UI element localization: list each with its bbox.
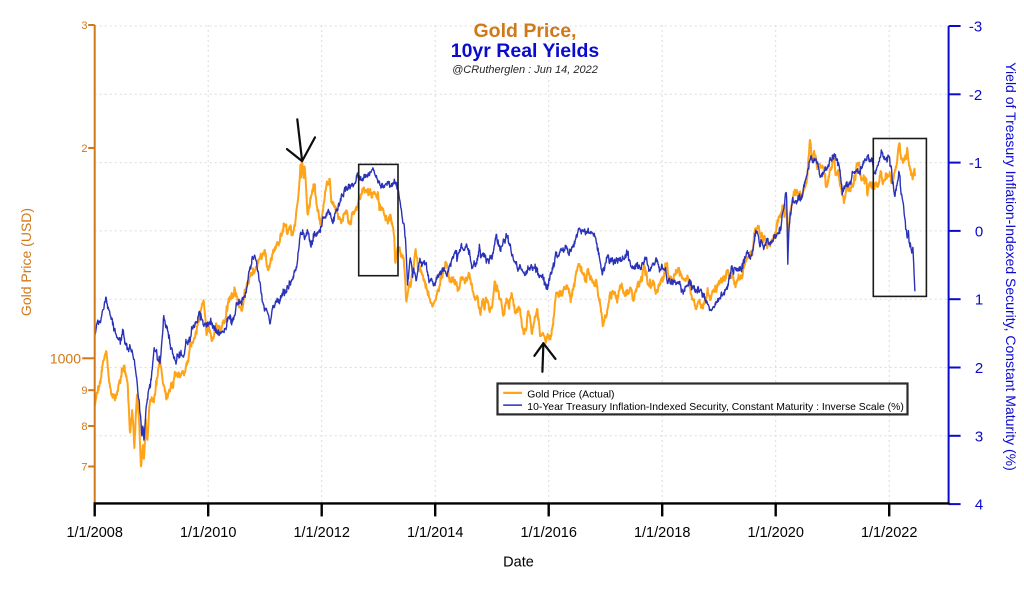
svg-text:2: 2: [81, 143, 87, 155]
svg-text:10yr Real Yields: 10yr Real Yields: [451, 40, 600, 62]
svg-text:1000: 1000: [50, 350, 81, 366]
svg-text:1/1/2014: 1/1/2014: [407, 525, 463, 541]
svg-text:1/1/2010: 1/1/2010: [180, 525, 236, 541]
svg-text:Gold Price (USD): Gold Price (USD): [18, 208, 34, 316]
svg-text:1/1/2008: 1/1/2008: [66, 525, 122, 541]
svg-text:1: 1: [975, 292, 983, 309]
svg-text:-1: -1: [969, 155, 982, 172]
svg-text:-3: -3: [969, 19, 982, 36]
svg-text:2: 2: [975, 360, 983, 377]
svg-text:@CRutherglen : Jun 14, 2022: @CRutherglen : Jun 14, 2022: [452, 64, 598, 76]
svg-text:Date: Date: [503, 555, 534, 571]
svg-text:1/1/2018: 1/1/2018: [634, 525, 690, 541]
svg-text:-2: -2: [969, 87, 982, 104]
svg-text:1/1/2012: 1/1/2012: [293, 525, 349, 541]
svg-text:9: 9: [81, 385, 87, 397]
svg-text:10-Year Treasury Inflation-Ind: 10-Year Treasury Inflation-Indexed Secur…: [527, 402, 904, 413]
svg-text:7: 7: [81, 462, 87, 474]
svg-text:4: 4: [975, 497, 983, 514]
svg-text:Yield of Treasury Inflation-In: Yield of Treasury Inflation-Indexed Secu…: [1003, 62, 1019, 471]
svg-text:Gold Price (Actual): Gold Price (Actual): [527, 390, 614, 401]
svg-text:3: 3: [975, 428, 983, 445]
svg-text:3: 3: [81, 20, 87, 32]
svg-text:Gold Price,: Gold Price,: [474, 20, 577, 42]
svg-text:1/1/2016: 1/1/2016: [520, 525, 576, 541]
svg-text:1/1/2022: 1/1/2022: [861, 525, 917, 541]
svg-text:1/1/2020: 1/1/2020: [747, 525, 803, 541]
svg-text:0: 0: [975, 223, 983, 240]
svg-text:8: 8: [81, 421, 87, 433]
